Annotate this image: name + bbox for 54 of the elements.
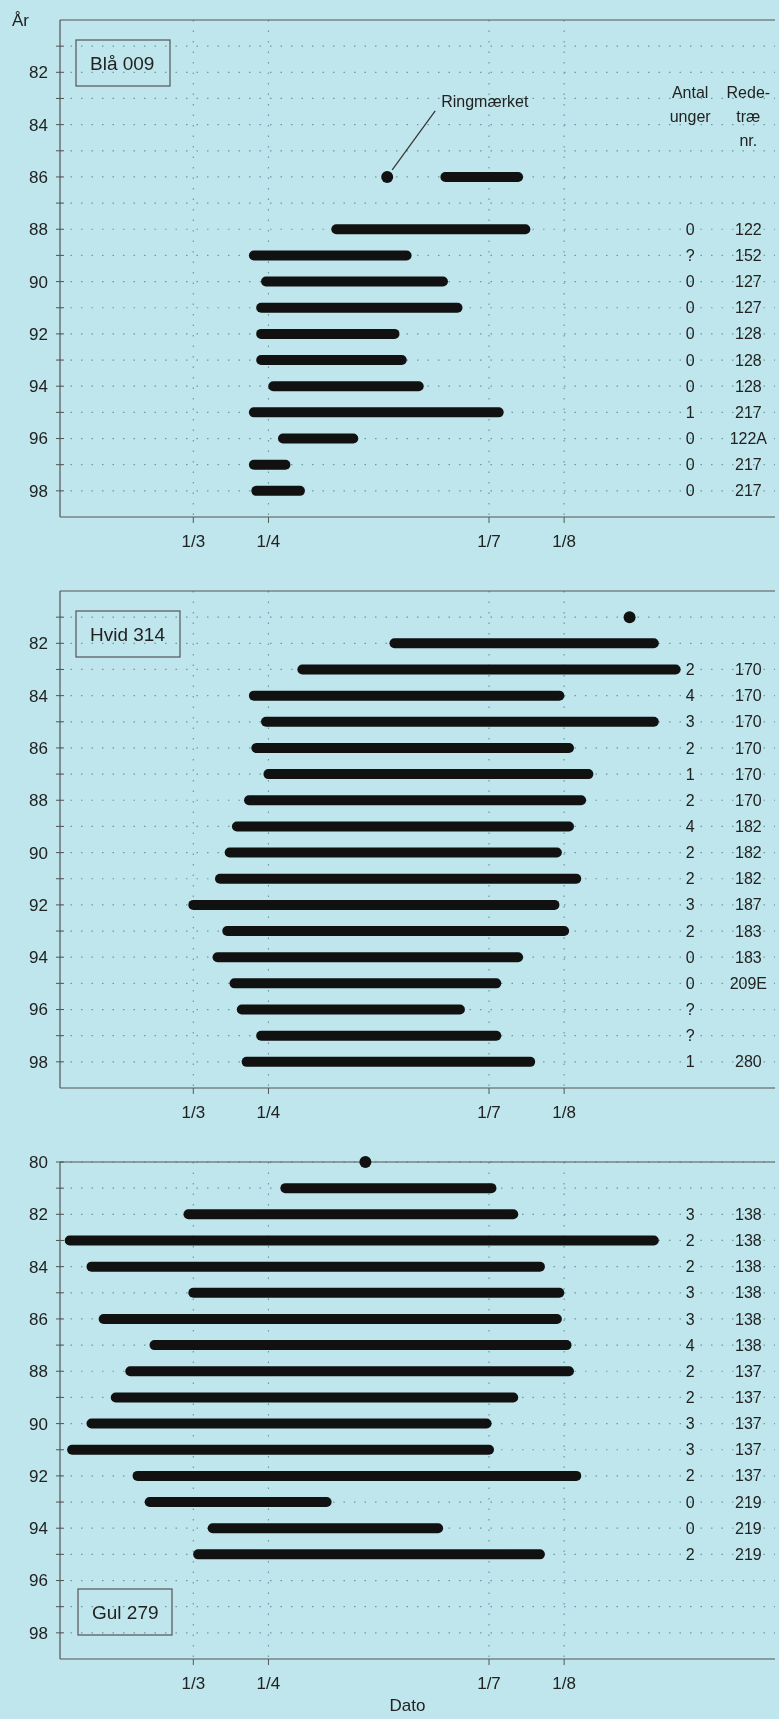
y-tick-label: 82 bbox=[29, 63, 48, 83]
x-tick-label: 1/3 bbox=[181, 1674, 206, 1693]
y-tick-label: 82 bbox=[29, 1205, 48, 1225]
x-tick-label: 1/7 bbox=[477, 1103, 501, 1122]
x-tick-label: 1/4 bbox=[256, 532, 281, 551]
y-tick-label: 90 bbox=[29, 1414, 48, 1434]
y-tick-label: 92 bbox=[29, 895, 48, 915]
annotation: Rede- træ nr. bbox=[726, 84, 771, 150]
y-tick-label: 92 bbox=[29, 1466, 48, 1486]
annotation: Antal unger bbox=[669, 84, 712, 126]
y-tick-label: 94 bbox=[29, 377, 48, 397]
y-tick-label: 98 bbox=[29, 481, 48, 501]
y-tick-label: 98 bbox=[29, 1623, 48, 1643]
x-tick-label: 1/7 bbox=[477, 1674, 501, 1693]
y-tick-label: 96 bbox=[29, 1571, 48, 1591]
y-tick-label: 80 bbox=[29, 1152, 48, 1172]
y-tick-label: 94 bbox=[29, 1519, 48, 1539]
text: 138 138 138 138 138 138 137 137 137 137 137 219 219 219 bbox=[734, 1205, 762, 1563]
y-tick-label: 96 bbox=[29, 1000, 48, 1020]
y-tick-label: 86 bbox=[29, 1309, 48, 1329]
text: 170 170 170 170 170 170 182 182 182 187 183 183 209E 280 bbox=[729, 661, 768, 1071]
x-tick-label: 1/8 bbox=[552, 532, 576, 551]
y-tick-label: 86 bbox=[29, 738, 48, 758]
x-axis-title: Dato bbox=[389, 1696, 426, 1715]
text: Gul 279 bbox=[92, 1602, 159, 1623]
y-tick-label: 84 bbox=[29, 1257, 48, 1277]
x-tick-label: 1/8 bbox=[552, 1103, 576, 1122]
text: 122 152 127 127 128 128 128 217 122A 217 217 bbox=[729, 220, 768, 500]
x-tick-label: 1/4 bbox=[256, 1103, 281, 1122]
y-tick-label: 88 bbox=[29, 220, 48, 240]
y-tick-label: 90 bbox=[29, 272, 48, 292]
y-tick-label: 88 bbox=[29, 791, 48, 811]
x-tick-label: 1/4 bbox=[256, 1674, 281, 1693]
y-tick-label: 96 bbox=[29, 429, 48, 449]
x-tick-label: 1/3 bbox=[181, 1103, 206, 1122]
text: 2 4 3 2 1 2 4 2 2 3 2 0 0 ? ? 1 bbox=[685, 661, 695, 1071]
x-tick-label: 1/7 bbox=[477, 532, 501, 551]
y-tick-label: 84 bbox=[29, 686, 48, 706]
y-tick-label: 82 bbox=[29, 634, 48, 654]
y-axis-title: År bbox=[12, 11, 30, 30]
text: 0 ? 0 0 0 0 0 1 0 0 0 bbox=[685, 220, 695, 500]
text: Hvid 314 bbox=[90, 624, 166, 645]
x-tick-label: 1/3 bbox=[181, 532, 206, 551]
y-tick-label: 86 bbox=[29, 167, 48, 187]
y-tick-label: 94 bbox=[29, 948, 48, 968]
y-tick-label: 90 bbox=[29, 843, 48, 863]
y-tick-label: 98 bbox=[29, 1052, 48, 1072]
text: Blå 009 bbox=[90, 53, 155, 74]
y-tick-label: 88 bbox=[29, 1362, 48, 1382]
text: 3 2 2 3 3 4 2 2 3 3 2 0 0 2 bbox=[685, 1205, 695, 1563]
annotation: Ringmærket bbox=[441, 92, 529, 110]
y-tick-label: 84 bbox=[29, 115, 48, 135]
y-tick-label: 92 bbox=[29, 324, 48, 344]
x-tick-label: 1/8 bbox=[552, 1674, 576, 1693]
